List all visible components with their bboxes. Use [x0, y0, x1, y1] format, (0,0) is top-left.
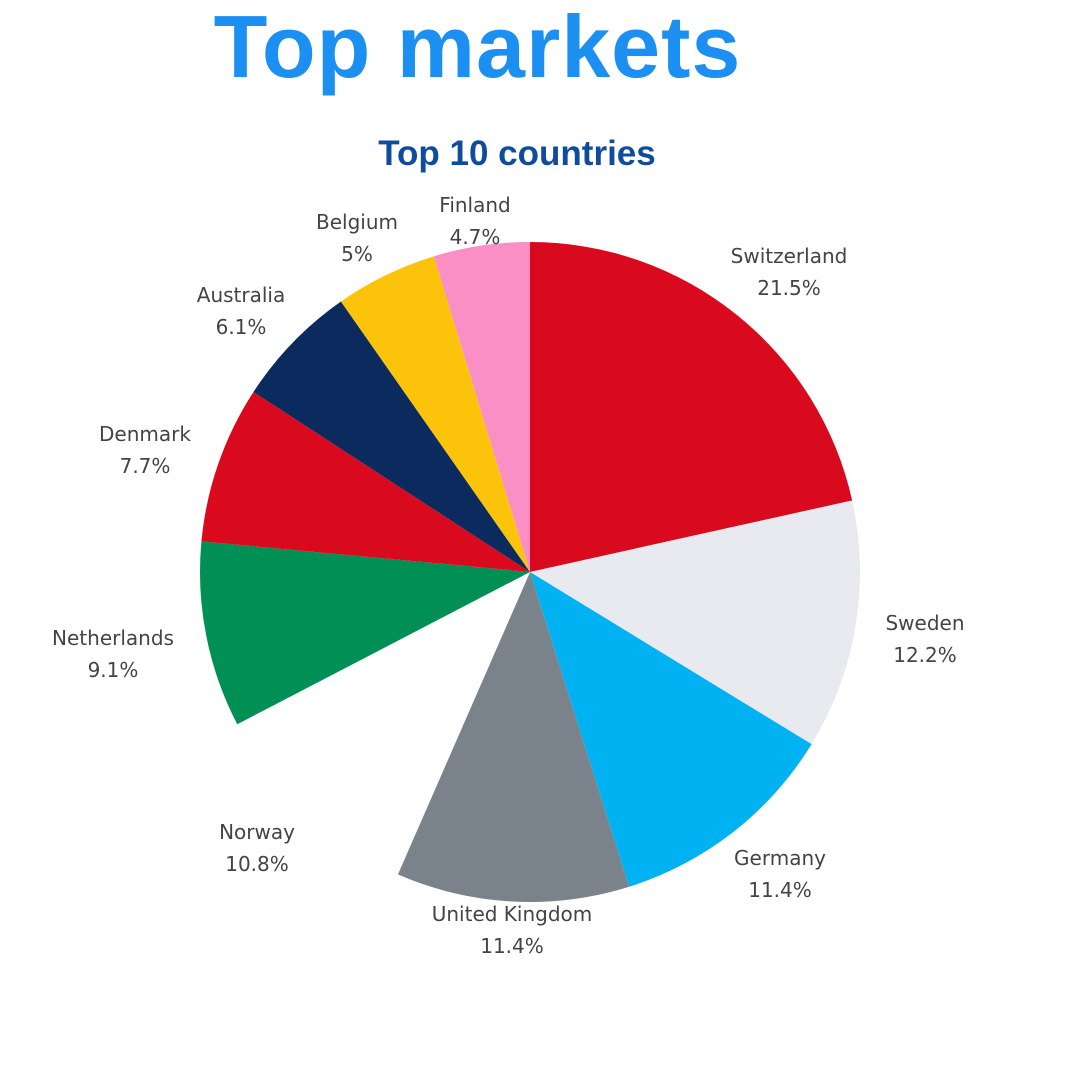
pie-slice-australia [253, 301, 530, 572]
pie-slice-united-kingdom [397, 572, 630, 902]
pie-slice-switzerland [530, 242, 853, 572]
slice-label-value: 10.8% [225, 852, 289, 876]
pie-slice-sweden [530, 500, 861, 745]
slice-label: Belgium 5% [316, 206, 398, 270]
slice-label-value: 7.7% [119, 454, 171, 478]
slice-label: Sweden 12.2% [885, 607, 964, 671]
slice-label-name: Belgium [316, 210, 398, 234]
slice-label-value: 21.5% [757, 276, 821, 300]
pie-slice-germany [530, 572, 812, 887]
pie-slice-netherlands [200, 541, 530, 725]
slice-label-value: 11.4% [480, 934, 544, 958]
slice-label-name: Finland [439, 193, 511, 217]
slice-label: Norway 10.8% [219, 816, 295, 880]
pie-slice-belgium [340, 256, 530, 572]
slice-label: Finland 4.7% [439, 189, 510, 253]
slice-label: Australia 6.1% [197, 279, 285, 343]
slice-label: Netherlands 9.1% [52, 622, 174, 686]
slice-label-value: 12.2% [893, 643, 957, 667]
pie-slice-finland [433, 242, 530, 572]
slice-label: United Kingdom 11.4% [432, 898, 593, 962]
slice-label-name: Sweden [885, 611, 965, 635]
slice-label-value: 9.1% [87, 658, 139, 682]
pie-slice-denmark [201, 391, 530, 572]
slice-label-name: Denmark [99, 422, 191, 446]
slice-label: Germany 11.4% [734, 842, 826, 906]
slice-label: Denmark 7.7% [99, 418, 191, 482]
slice-label-name: Switzerland [730, 244, 848, 268]
slice-label: Switzerland 21.5% [731, 240, 848, 304]
slice-label-value: 11.4% [748, 878, 812, 902]
slice-label-value: 6.1% [215, 315, 267, 339]
slice-label-value: 4.7% [449, 225, 501, 249]
slice-label-name: Norway [219, 820, 295, 844]
slice-label-value: 5% [341, 242, 373, 266]
slice-label-name: Germany [734, 846, 826, 870]
chart-subtitle: Top 10 countries [378, 134, 656, 173]
pie-slice-norway [237, 572, 530, 875]
slice-label-name: United Kingdom [431, 902, 593, 926]
page-title: Top markets [213, 0, 742, 96]
slice-label-name: Netherlands [52, 626, 174, 650]
slice-label-name: Australia [196, 283, 286, 307]
